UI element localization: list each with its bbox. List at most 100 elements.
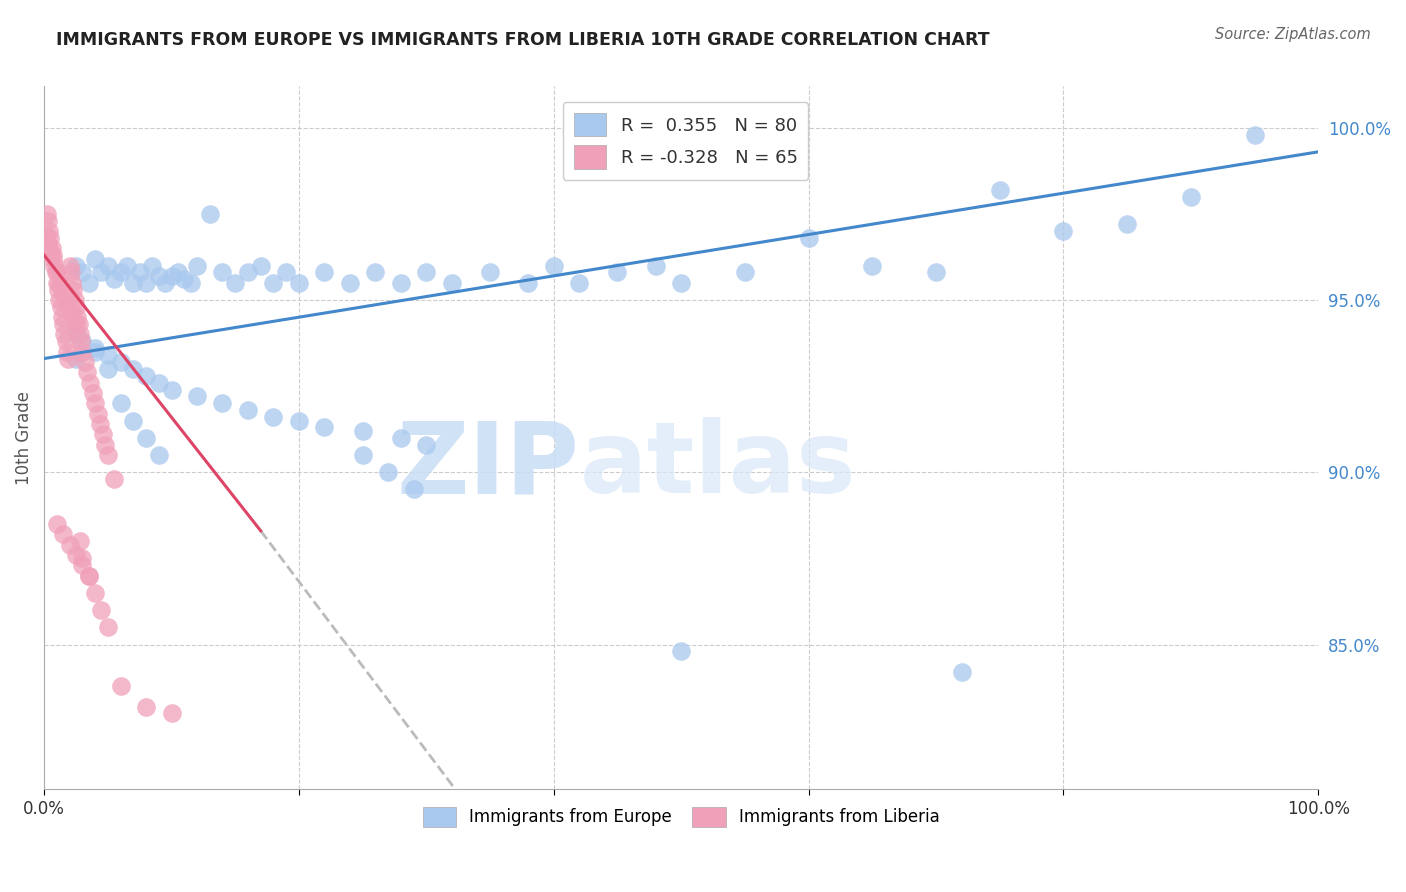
Point xyxy=(39,231,62,245)
Point xyxy=(103,472,125,486)
Point xyxy=(276,265,298,279)
Point xyxy=(72,558,94,573)
Point xyxy=(211,396,233,410)
Point xyxy=(37,237,59,252)
Point xyxy=(44,259,66,273)
Point xyxy=(46,283,69,297)
Point xyxy=(45,265,67,279)
Point xyxy=(925,265,948,279)
Point xyxy=(173,272,195,286)
Point xyxy=(77,568,100,582)
Point xyxy=(65,327,87,342)
Point xyxy=(314,420,336,434)
Point xyxy=(67,317,90,331)
Point xyxy=(160,383,183,397)
Point xyxy=(669,644,692,658)
Point xyxy=(1052,224,1074,238)
Point xyxy=(148,448,170,462)
Point xyxy=(56,344,79,359)
Point xyxy=(262,276,284,290)
Point xyxy=(62,283,84,297)
Legend: Immigrants from Europe, Immigrants from Liberia: Immigrants from Europe, Immigrants from … xyxy=(416,800,946,834)
Point xyxy=(186,389,208,403)
Point xyxy=(77,568,100,582)
Point xyxy=(35,231,58,245)
Point xyxy=(65,300,87,314)
Point xyxy=(66,310,89,325)
Point xyxy=(45,276,67,290)
Point xyxy=(389,276,412,290)
Point xyxy=(97,620,120,634)
Point xyxy=(65,351,87,366)
Point xyxy=(1116,217,1139,231)
Point xyxy=(45,265,67,279)
Point xyxy=(48,276,70,290)
Point xyxy=(41,241,63,255)
Point xyxy=(45,516,67,531)
Point xyxy=(56,296,79,310)
Point xyxy=(65,548,87,562)
Point xyxy=(70,334,93,349)
Point xyxy=(79,376,101,390)
Point xyxy=(59,265,82,279)
Text: atlas: atlas xyxy=(579,417,856,515)
Point xyxy=(38,224,60,238)
Point xyxy=(135,368,157,383)
Point xyxy=(58,538,80,552)
Point xyxy=(153,276,176,290)
Point xyxy=(115,259,138,273)
Point xyxy=(1243,128,1265,142)
Point xyxy=(63,293,86,307)
Point xyxy=(122,276,145,290)
Point xyxy=(86,407,108,421)
Point xyxy=(77,276,100,290)
Point xyxy=(53,327,76,342)
Point xyxy=(42,252,65,266)
Point xyxy=(224,276,246,290)
Point xyxy=(141,259,163,273)
Point xyxy=(84,396,107,410)
Point xyxy=(377,465,399,479)
Point xyxy=(69,534,91,549)
Point xyxy=(160,268,183,283)
Point xyxy=(82,386,104,401)
Point xyxy=(339,276,361,290)
Point xyxy=(314,265,336,279)
Point xyxy=(860,259,883,273)
Point xyxy=(51,310,73,325)
Point xyxy=(122,362,145,376)
Point xyxy=(606,265,628,279)
Point xyxy=(97,259,120,273)
Point xyxy=(55,334,77,349)
Point xyxy=(37,213,59,227)
Point xyxy=(198,207,221,221)
Point xyxy=(97,362,120,376)
Point xyxy=(52,527,75,541)
Point xyxy=(135,431,157,445)
Point xyxy=(90,603,112,617)
Point xyxy=(39,244,62,259)
Point xyxy=(110,396,132,410)
Point xyxy=(58,351,80,366)
Point xyxy=(73,355,96,369)
Point xyxy=(440,276,463,290)
Point xyxy=(644,259,666,273)
Point xyxy=(97,448,120,462)
Point xyxy=(90,265,112,279)
Point xyxy=(180,276,202,290)
Point xyxy=(479,265,502,279)
Point xyxy=(352,424,374,438)
Point xyxy=(352,448,374,462)
Point xyxy=(35,207,58,221)
Point xyxy=(91,427,114,442)
Point xyxy=(669,276,692,290)
Point xyxy=(72,265,94,279)
Point xyxy=(48,293,70,307)
Point xyxy=(128,265,150,279)
Point xyxy=(89,417,111,431)
Point xyxy=(84,341,107,355)
Point xyxy=(110,679,132,693)
Point xyxy=(110,265,132,279)
Point xyxy=(415,265,437,279)
Point xyxy=(249,259,271,273)
